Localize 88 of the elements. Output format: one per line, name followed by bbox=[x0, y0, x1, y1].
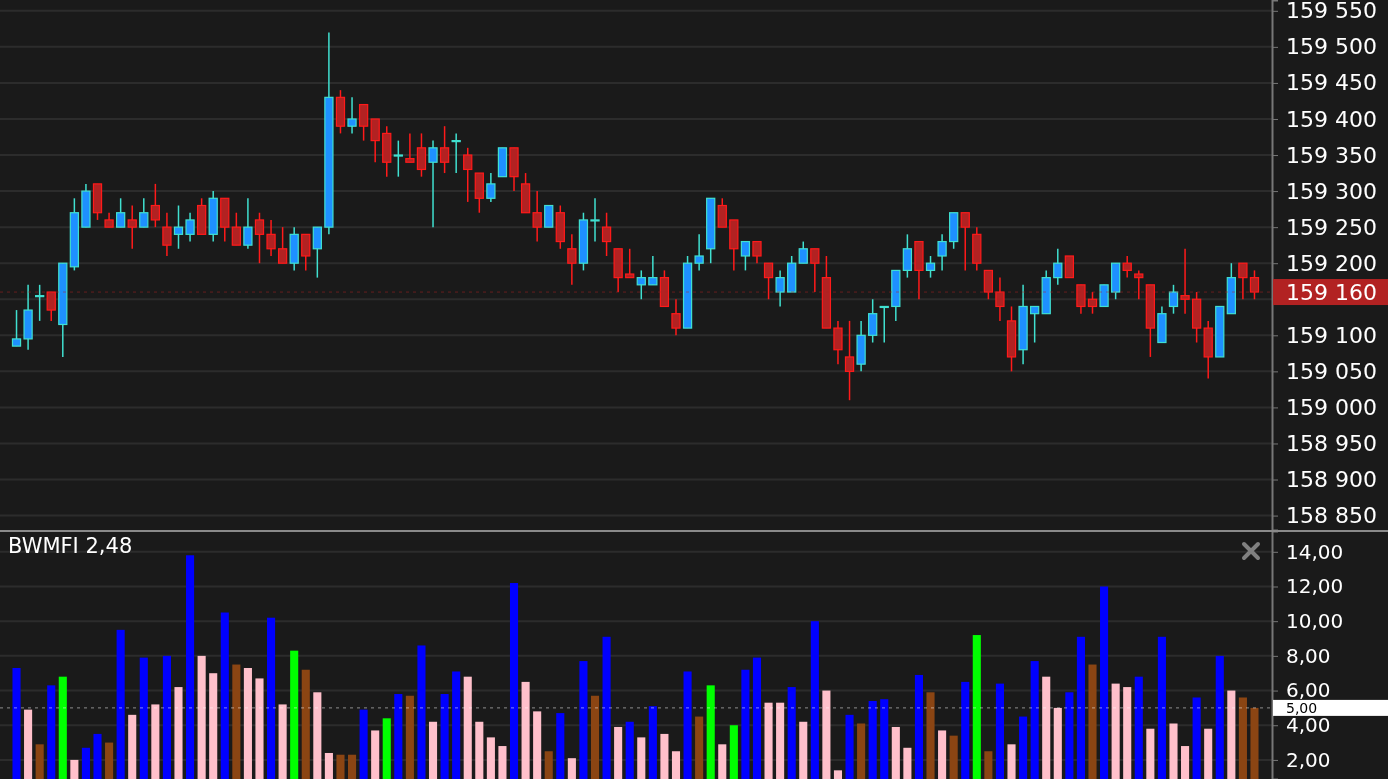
y-tick-label: 12,00 bbox=[1286, 574, 1344, 599]
candlestick bbox=[116, 197, 126, 228]
candlestick bbox=[1180, 248, 1190, 315]
candlestick bbox=[937, 233, 947, 272]
candlestick bbox=[544, 204, 554, 228]
candlestick bbox=[879, 305, 889, 344]
candlestick bbox=[1238, 262, 1248, 300]
candlestick bbox=[983, 269, 994, 300]
candlestick bbox=[162, 211, 172, 257]
candlestick bbox=[1249, 269, 1260, 300]
y-tick-label: 158 950 bbox=[1286, 431, 1377, 457]
candlestick bbox=[173, 204, 184, 250]
candlestick bbox=[301, 233, 311, 272]
candlestick bbox=[1076, 284, 1086, 315]
y-tick-label: 159 450 bbox=[1286, 70, 1377, 96]
y-tick-label: 159 350 bbox=[1286, 142, 1377, 168]
candlestick bbox=[1134, 269, 1144, 300]
candlestick bbox=[752, 240, 762, 264]
candlestick bbox=[763, 262, 774, 300]
candlestick bbox=[717, 197, 727, 228]
candlestick bbox=[625, 248, 635, 279]
candlestick bbox=[231, 211, 241, 246]
candlestick bbox=[11, 309, 22, 347]
candlestick bbox=[775, 269, 785, 308]
candlestick bbox=[127, 204, 137, 250]
candlestick bbox=[370, 118, 380, 163]
candlestick bbox=[590, 197, 600, 243]
candlestick bbox=[266, 219, 276, 257]
candlestick bbox=[960, 211, 970, 272]
candlestick bbox=[347, 96, 357, 135]
candlestick bbox=[277, 226, 288, 264]
candlestick bbox=[1053, 248, 1063, 286]
candlestick bbox=[567, 233, 577, 286]
y-tick-label: 159 000 bbox=[1286, 394, 1377, 420]
candlestick bbox=[35, 284, 45, 322]
candlestick bbox=[1030, 305, 1040, 344]
y-tick-label: 2,00 bbox=[1286, 747, 1331, 772]
candlestick bbox=[636, 269, 646, 300]
candlestick bbox=[810, 248, 820, 293]
y-tick-label: 159 100 bbox=[1286, 322, 1377, 348]
y-tick-label: 159 550 bbox=[1286, 0, 1377, 24]
candlestick bbox=[1168, 284, 1179, 315]
candlestick bbox=[416, 132, 427, 178]
candlestick bbox=[451, 132, 461, 174]
candlestick bbox=[601, 211, 612, 257]
y-tick-label: 159 400 bbox=[1286, 106, 1377, 132]
candlestick bbox=[1122, 255, 1132, 279]
y-tick-label: 159 500 bbox=[1286, 34, 1377, 60]
candlestick bbox=[358, 103, 369, 142]
chart-title: BWMFI 2,48 bbox=[8, 534, 133, 558]
candlestick bbox=[671, 298, 681, 337]
candlestick bbox=[1064, 255, 1075, 279]
ref-line-label: 159 160 bbox=[1286, 279, 1377, 305]
candlestick bbox=[902, 233, 913, 279]
candlestick bbox=[185, 211, 195, 243]
candlestick bbox=[243, 197, 253, 250]
candlestick bbox=[532, 190, 542, 243]
candlestick bbox=[139, 197, 149, 228]
y-tick-label: 159 250 bbox=[1286, 214, 1377, 240]
candlestick bbox=[844, 320, 855, 401]
candlestick bbox=[1099, 284, 1109, 308]
candlestick bbox=[150, 183, 161, 228]
candlestick bbox=[405, 132, 415, 163]
y-tick-label: 8,00 bbox=[1286, 643, 1331, 668]
candlestick bbox=[254, 211, 265, 264]
candlestick bbox=[648, 255, 658, 286]
y-tick-label: 159 050 bbox=[1286, 358, 1377, 384]
y-tick-label: 10,00 bbox=[1286, 609, 1344, 634]
candlestick bbox=[46, 291, 56, 322]
candlestick bbox=[740, 240, 751, 272]
candlestick bbox=[1087, 291, 1098, 315]
y-tick-label: 159 200 bbox=[1286, 250, 1377, 276]
candlestick bbox=[798, 240, 808, 264]
candlestick bbox=[428, 139, 438, 228]
candlestick bbox=[486, 172, 496, 203]
candlestick bbox=[833, 320, 843, 365]
candlestick bbox=[439, 125, 450, 174]
candlestick bbox=[312, 226, 322, 279]
candlestick bbox=[463, 147, 473, 203]
candlestick bbox=[694, 233, 704, 272]
y-tick-label: 14,00 bbox=[1286, 539, 1344, 564]
y-tick-label: 159 300 bbox=[1286, 178, 1377, 204]
y-tick-label: 158 850 bbox=[1286, 503, 1377, 529]
candlestick bbox=[868, 298, 878, 344]
y-tick-label: 158 900 bbox=[1286, 467, 1377, 493]
candlestick bbox=[393, 139, 403, 178]
candlestick bbox=[995, 276, 1005, 322]
candlestick bbox=[925, 255, 936, 279]
